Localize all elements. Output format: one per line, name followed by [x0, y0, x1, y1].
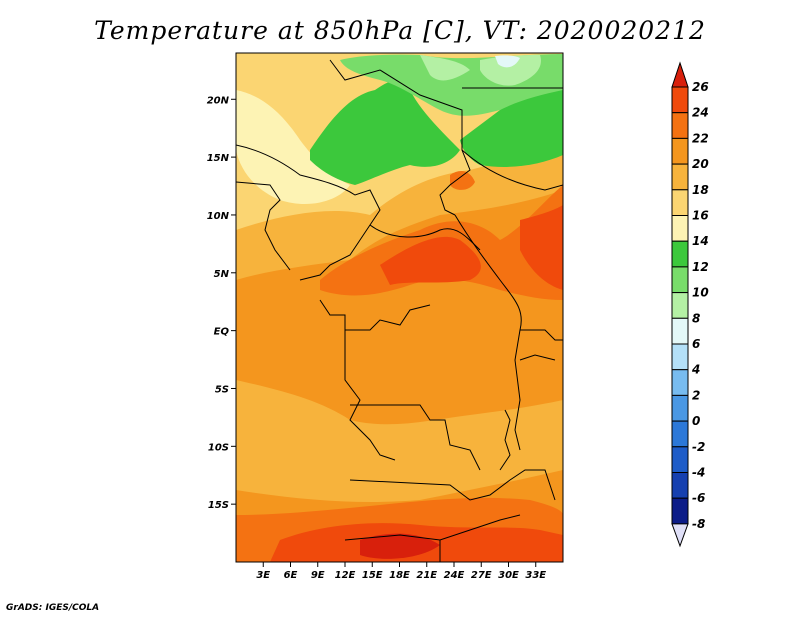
- lon-tick-label: 30E: [498, 570, 519, 581]
- lat-tick-label: 5N: [214, 269, 230, 280]
- border-4: [461, 149, 563, 191]
- lon-tick-label: 33E: [525, 570, 546, 581]
- lat-tick-label: 20N: [207, 95, 230, 106]
- colorbar-swatch: [671, 497, 689, 525]
- colorbar-swatch: [671, 343, 689, 371]
- colorbar-swatch: [671, 420, 689, 448]
- colorbar-swatch: [671, 317, 689, 345]
- lat-tick-label: 10N: [207, 211, 230, 222]
- temperature-region-2: [236, 90, 350, 205]
- colorbar-swatch: [671, 137, 689, 165]
- colorbar-swatch: [671, 446, 689, 473]
- lon-tick-label: 12E: [335, 570, 356, 581]
- lon-tick-label: 21E: [416, 570, 437, 581]
- colorbar-swatch: [671, 215, 689, 242]
- temperature-region-7: [520, 205, 563, 290]
- colorbar-label: -6: [692, 491, 705, 505]
- lon-tick-label: 6E: [284, 570, 298, 581]
- lon-tick-label: 24E: [444, 570, 465, 581]
- border-8: [344, 330, 396, 461]
- temperature-region-16: [480, 55, 541, 86]
- temperature-region-15: [420, 55, 470, 81]
- border-11: [344, 514, 521, 541]
- colorbar-swatch: [671, 292, 689, 319]
- map-title: Temperature at 850hPa [C], VT: 202002021…: [94, 16, 706, 45]
- border-15: [499, 409, 511, 471]
- lat-tick-label: EQ: [214, 327, 230, 338]
- temperature-field: [236, 53, 563, 562]
- border-2: [236, 181, 291, 271]
- colorbar-label: 6: [692, 337, 700, 351]
- lat-tick-label: 15S: [208, 500, 229, 511]
- border-10: [349, 469, 556, 501]
- grads-credit: GrADS: IGES/COLA: [6, 603, 100, 613]
- colorbar-label: 12: [692, 260, 709, 274]
- temperature-region-6: [380, 236, 481, 285]
- colorbar-label: 18: [692, 183, 709, 197]
- border-9: [350, 404, 481, 471]
- lat-tick-label: 5S: [215, 384, 229, 395]
- border-6: [369, 224, 481, 251]
- temperature-region-17: [495, 55, 520, 68]
- temperature-region-10: [360, 533, 440, 559]
- border-13: [520, 329, 563, 341]
- colorbar-swatch: [671, 112, 689, 139]
- lat-tick-label: 10S: [208, 442, 229, 453]
- colorbar-swatch: [671, 266, 689, 294]
- colorbar-label: 8: [692, 311, 700, 325]
- latitude-axis: 20N 15N 10N 5N EQ 5S 10S 15S: [207, 95, 236, 511]
- lat-tick-label: 15N: [207, 153, 230, 164]
- colorbar-label: 0: [692, 414, 700, 428]
- colorbar-label: 26: [692, 80, 709, 94]
- longitude-axis: 3E 6E 9E 12E 15E 18E 21E 24E 27E 30E 33E: [256, 562, 546, 581]
- colorbar-label: -8: [692, 517, 705, 531]
- colorbar-swatch: [671, 86, 689, 114]
- border-7: [319, 299, 431, 331]
- lon-tick-label: 9E: [311, 570, 325, 581]
- colorbar-bottom-arrow: [671, 523, 689, 548]
- temperature-region-4: [236, 380, 563, 502]
- colorbar-label: 20: [692, 157, 709, 171]
- temperature-region-12: [310, 80, 460, 185]
- country-borders: [236, 59, 563, 562]
- colorbar-swatch: [671, 472, 689, 499]
- colorbar-label: 22: [692, 131, 709, 145]
- colorbar-top-arrow: [671, 61, 689, 88]
- colorbar-swatch: [671, 369, 689, 396]
- colorbar-label: 4: [691, 363, 700, 377]
- colorbar-label: 10: [692, 286, 709, 300]
- lon-tick-label: 15E: [362, 570, 383, 581]
- colorbar-label: -4: [692, 466, 705, 480]
- colorbar-label: 2: [692, 388, 700, 402]
- temperature-region-13: [460, 78, 563, 167]
- colorbar-swatch: [671, 163, 689, 191]
- colorbar-swatch: [671, 240, 689, 268]
- border-14: [519, 354, 556, 361]
- border-1: [236, 144, 381, 281]
- lon-tick-label: 3E: [256, 570, 270, 581]
- colorbar-swatch: [671, 189, 689, 217]
- colorbar-label: 24: [692, 106, 709, 120]
- temperature-region-11: [450, 170, 475, 190]
- colorbar-label: 16: [692, 209, 709, 223]
- lon-tick-label: 27E: [471, 570, 492, 581]
- lon-tick-label: 18E: [389, 570, 410, 581]
- colorbar-label: -2: [692, 440, 705, 454]
- colorbar-label: 14: [692, 234, 709, 248]
- colorbar-swatch: [671, 394, 689, 422]
